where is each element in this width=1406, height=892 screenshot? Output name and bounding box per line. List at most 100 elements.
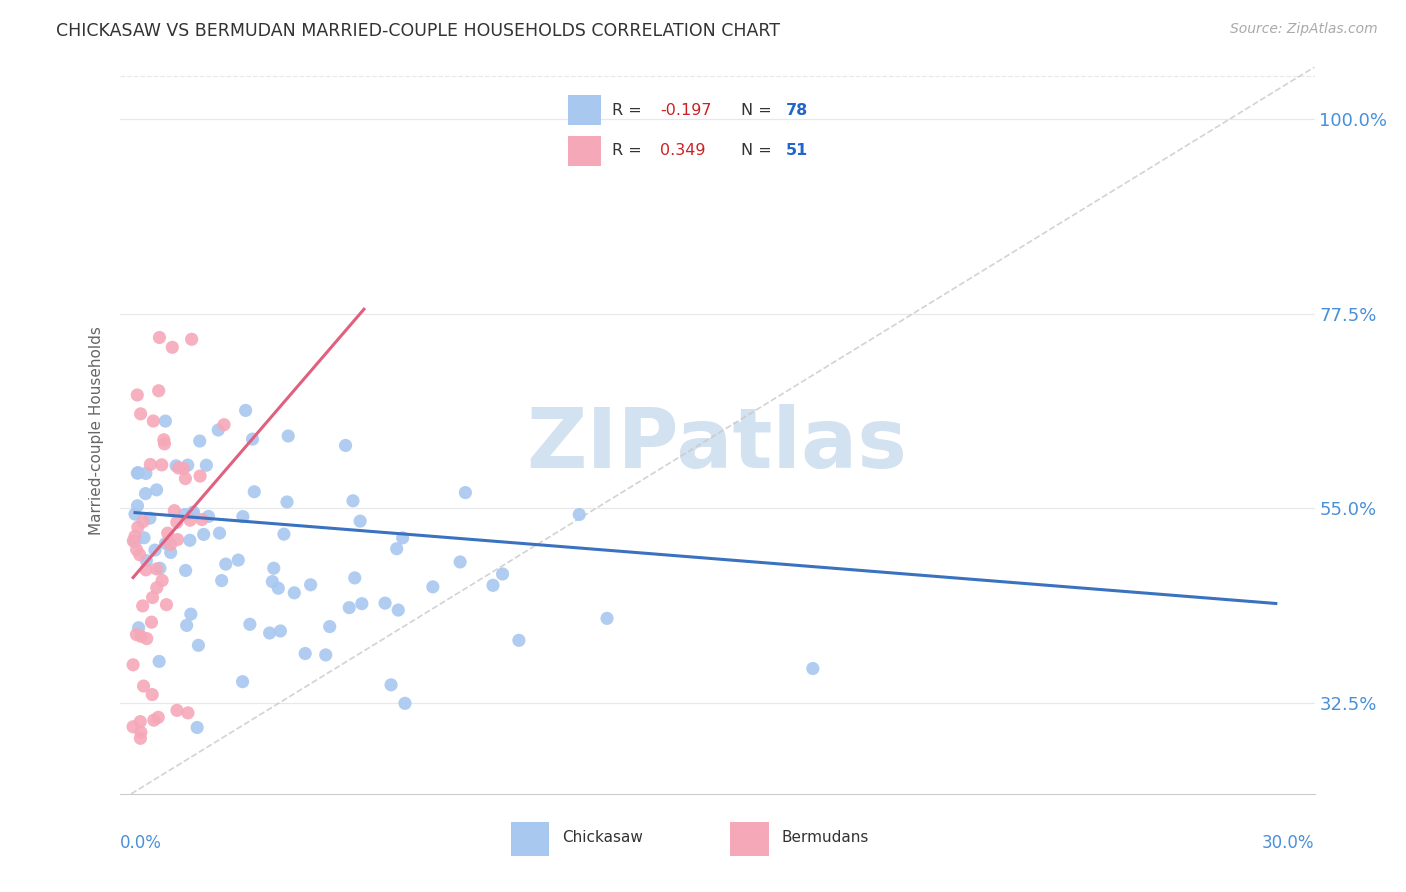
Point bbox=[148, 655, 170, 669]
Point bbox=[135, 563, 157, 577]
Point bbox=[208, 526, 231, 541]
Point bbox=[125, 627, 148, 641]
Point bbox=[508, 633, 530, 648]
Text: 0.0%: 0.0% bbox=[120, 834, 162, 852]
Point bbox=[259, 626, 281, 640]
Point bbox=[159, 538, 181, 552]
Point bbox=[235, 403, 257, 417]
Point bbox=[179, 533, 201, 548]
Point bbox=[135, 632, 157, 646]
Point bbox=[129, 407, 152, 421]
Point bbox=[129, 731, 152, 746]
Point bbox=[139, 511, 162, 525]
Point bbox=[242, 432, 264, 446]
Point bbox=[145, 483, 167, 497]
Point bbox=[127, 520, 149, 534]
Point bbox=[276, 495, 298, 509]
Point bbox=[181, 506, 204, 520]
Point bbox=[342, 493, 364, 508]
Point bbox=[135, 467, 157, 481]
Point bbox=[139, 458, 162, 472]
Point bbox=[335, 438, 357, 452]
Point bbox=[174, 564, 197, 578]
Point bbox=[263, 561, 285, 575]
Point bbox=[491, 566, 513, 581]
Point bbox=[273, 527, 295, 541]
Point bbox=[141, 615, 163, 630]
Point bbox=[155, 598, 177, 612]
Point bbox=[176, 618, 198, 632]
Point bbox=[180, 332, 202, 346]
Point bbox=[226, 553, 249, 567]
Point bbox=[283, 586, 305, 600]
Point bbox=[380, 678, 402, 692]
Point bbox=[129, 725, 152, 739]
Point bbox=[801, 661, 824, 675]
Point bbox=[191, 512, 214, 526]
Point bbox=[269, 624, 291, 638]
Point bbox=[127, 467, 149, 481]
Point bbox=[156, 526, 179, 541]
Point bbox=[318, 619, 340, 633]
Point bbox=[159, 545, 181, 559]
Point bbox=[134, 486, 156, 500]
Point bbox=[215, 557, 238, 571]
Point bbox=[166, 533, 188, 547]
Point bbox=[350, 597, 373, 611]
Point bbox=[454, 485, 477, 500]
Point bbox=[180, 607, 202, 621]
Point bbox=[374, 596, 396, 610]
Point bbox=[207, 423, 229, 437]
Point bbox=[212, 417, 235, 432]
Point bbox=[568, 508, 591, 522]
Point bbox=[299, 578, 322, 592]
Point bbox=[267, 581, 290, 595]
Point bbox=[186, 721, 208, 735]
Point bbox=[142, 713, 165, 727]
Y-axis label: Married-couple Households: Married-couple Households bbox=[89, 326, 104, 535]
Point bbox=[387, 603, 409, 617]
Point bbox=[132, 679, 155, 693]
Point bbox=[294, 647, 316, 661]
Point bbox=[149, 561, 172, 575]
Point bbox=[148, 710, 170, 724]
Text: ZIPatlas: ZIPatlas bbox=[527, 404, 907, 485]
Point bbox=[193, 527, 215, 541]
Point bbox=[349, 514, 371, 528]
Point bbox=[122, 533, 145, 548]
Point bbox=[141, 591, 163, 605]
Point bbox=[482, 578, 505, 592]
Point bbox=[143, 543, 166, 558]
Point bbox=[162, 340, 184, 354]
Point bbox=[183, 505, 205, 519]
Point bbox=[122, 720, 145, 734]
Point bbox=[239, 617, 262, 632]
Point bbox=[391, 531, 413, 545]
Point bbox=[232, 674, 254, 689]
Point bbox=[129, 629, 152, 643]
Point bbox=[187, 638, 209, 652]
Point bbox=[150, 574, 173, 588]
Text: CHICKASAW VS BERMUDAN MARRIED-COUPLE HOUSEHOLDS CORRELATION CHART: CHICKASAW VS BERMUDAN MARRIED-COUPLE HOU… bbox=[56, 22, 780, 40]
Text: 30.0%: 30.0% bbox=[1263, 834, 1315, 852]
Point bbox=[153, 433, 176, 447]
Point bbox=[124, 529, 146, 543]
Point bbox=[188, 434, 211, 448]
Point bbox=[232, 509, 254, 524]
Point bbox=[343, 571, 366, 585]
Point bbox=[173, 461, 195, 475]
Point bbox=[243, 484, 266, 499]
Point bbox=[166, 516, 188, 530]
Point bbox=[385, 541, 408, 556]
Point bbox=[145, 562, 167, 576]
Point bbox=[124, 534, 146, 549]
Point bbox=[131, 599, 153, 613]
Point bbox=[211, 574, 233, 588]
Point bbox=[596, 611, 619, 625]
Point bbox=[155, 414, 177, 428]
Point bbox=[174, 472, 197, 486]
Point bbox=[122, 657, 145, 672]
Point bbox=[337, 600, 360, 615]
Point bbox=[315, 648, 337, 662]
Point bbox=[128, 621, 150, 635]
